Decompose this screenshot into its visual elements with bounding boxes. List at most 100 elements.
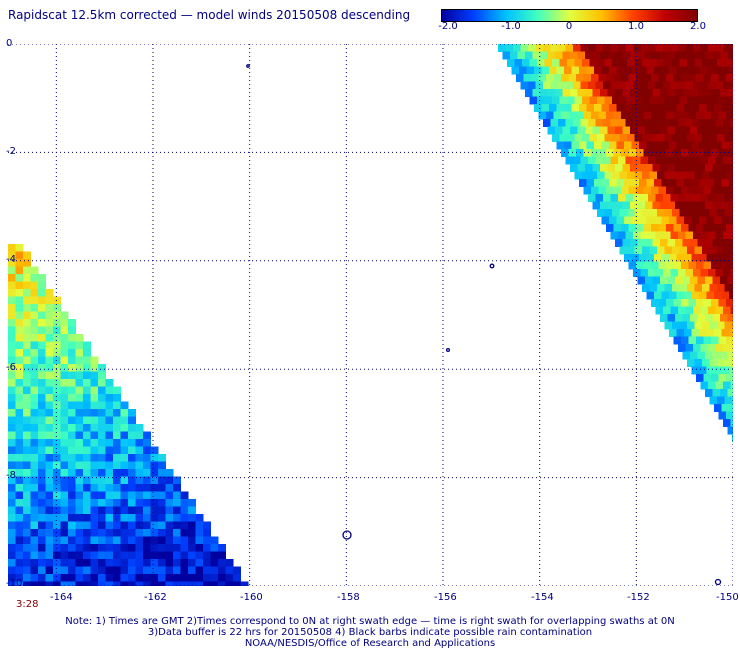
wind-difference-cell (113, 476, 121, 485)
wind-difference-cell (639, 66, 647, 75)
wind-difference-cell (679, 284, 688, 292)
wind-difference-cell (667, 314, 676, 322)
wind-difference-cell (53, 559, 61, 567)
wind-difference-cell (691, 329, 700, 337)
wind-difference-cell (642, 96, 650, 105)
wind-difference-cell (68, 409, 76, 417)
island-outline (489, 263, 495, 269)
wind-difference-cell (682, 201, 691, 210)
wind-difference-cell (53, 544, 61, 552)
wind-difference-cell (579, 141, 587, 150)
map-plot-area[interactable] (8, 44, 733, 586)
wind-difference-cell (654, 216, 662, 225)
wind-difference-cell (649, 171, 658, 180)
wind-difference-cell (718, 374, 727, 382)
colorbar-tick-label: -2.0 (438, 21, 458, 32)
wind-difference-cell (697, 239, 706, 247)
wind-difference-cell (624, 216, 632, 225)
wind-difference-cell (607, 51, 616, 60)
wind-difference-cell (639, 254, 647, 262)
island-outline (246, 64, 250, 68)
wind-difference-cell (143, 469, 151, 477)
wind-difference-cell (165, 574, 174, 582)
wind-difference-cell (543, 119, 551, 127)
wind-difference-cell (53, 371, 61, 380)
wind-difference-cell (637, 89, 646, 97)
wind-difference-cell (105, 581, 114, 586)
wind-difference-cell (711, 261, 719, 270)
wind-difference-cell (712, 126, 721, 135)
colorbar-tick-label: -1.0 (501, 21, 521, 32)
wind-difference-cell (105, 469, 114, 477)
wind-difference-cell (583, 74, 592, 82)
wind-difference-cell (591, 186, 599, 195)
wind-difference-cell (75, 506, 84, 515)
wind-difference-cell (90, 439, 99, 447)
wind-difference-cell (45, 506, 54, 515)
wind-difference-cell (60, 454, 69, 462)
wind-difference-cell (723, 419, 731, 427)
wind-difference-cell (657, 134, 665, 142)
wind-difference-cell (664, 96, 673, 105)
wind-difference-cell (45, 439, 54, 447)
wind-difference-cell (38, 574, 46, 582)
wind-difference-cell (549, 104, 557, 112)
wind-difference-cell (580, 119, 589, 127)
wind-difference-cell (165, 506, 174, 515)
wind-difference-cell (586, 104, 595, 112)
wind-difference-cell (654, 66, 662, 75)
wind-difference-cell (699, 254, 707, 262)
wind-difference-cell (643, 186, 652, 195)
wind-difference-cell (75, 379, 84, 387)
wind-difference-cell (143, 506, 151, 515)
wind-difference-cell (732, 434, 733, 442)
wind-difference-cell (98, 506, 106, 515)
wind-difference-cell (143, 521, 151, 530)
wind-difference-cell (30, 559, 39, 567)
wind-difference-cell (180, 499, 189, 507)
wind-difference-cell (505, 44, 514, 52)
wind-difference-cell (679, 171, 688, 180)
wind-difference-cell (651, 111, 659, 120)
wind-difference-cell (691, 179, 700, 187)
wind-difference-cell (195, 536, 204, 545)
wind-difference-cell (544, 59, 553, 67)
wind-difference-cell (636, 149, 644, 157)
wind-difference-cell (718, 299, 727, 307)
wind-difference-cell (676, 104, 685, 112)
wind-difference-cell (717, 359, 725, 367)
wind-difference-cell (98, 514, 106, 522)
wind-difference-cell (646, 104, 655, 112)
wind-difference-cell (552, 134, 560, 142)
wind-difference-cell (640, 81, 649, 90)
wind-difference-cell (592, 164, 601, 172)
wind-difference-cell (717, 321, 725, 330)
wind-difference-cell (8, 349, 16, 357)
wind-difference-cell (45, 311, 54, 320)
wind-difference-cell (709, 96, 718, 105)
wind-difference-cell (697, 164, 706, 172)
wind-difference-cell (105, 551, 114, 560)
wind-difference-cell (679, 134, 688, 142)
wind-difference-cell (188, 544, 196, 552)
lat-tick-label: -10 (6, 578, 23, 589)
wind-difference-cell (90, 574, 99, 582)
wind-difference-cell (38, 311, 46, 320)
wind-difference-cell (53, 461, 61, 470)
wind-difference-cell (135, 574, 144, 582)
wind-difference-cell (60, 529, 69, 537)
wind-difference-cell (68, 566, 76, 575)
wind-difference-cell (670, 119, 679, 127)
wind-difference-cell (128, 536, 136, 545)
wind-difference-cell (666, 299, 674, 307)
wind-difference-cell (68, 349, 76, 357)
wind-difference-cell (30, 326, 39, 335)
wind-difference-cell (23, 544, 31, 552)
wind-difference-cell (120, 424, 129, 432)
wind-difference-cell (702, 359, 710, 367)
wind-difference-cell (120, 574, 129, 582)
wind-difference-cell (45, 514, 54, 522)
wind-difference-cell (660, 239, 668, 247)
wind-difference-cell (150, 574, 159, 582)
wind-difference-cell (173, 499, 181, 507)
